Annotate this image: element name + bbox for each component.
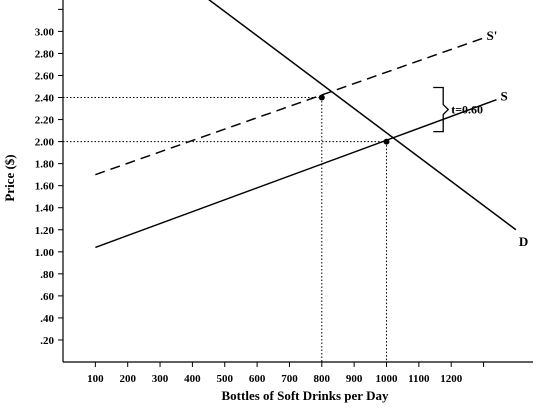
x-tick-label: 900 xyxy=(346,373,363,385)
x-tick-label: 600 xyxy=(249,373,266,385)
y-axis-ticks: .20 .40 .60 .80 1.00 1.20 1.40 1.60 1.80 2.00 2.20… xyxy=(35,8,63,347)
x-tick-label: 400 xyxy=(184,373,201,385)
x-tick-label: 500 xyxy=(217,373,234,385)
demand-curve-label: D xyxy=(519,234,528,249)
y-tick-label: .60 xyxy=(40,291,54,303)
demand-curve xyxy=(208,0,517,231)
equilibrium-point xyxy=(383,138,390,145)
supply-curve-label: S xyxy=(500,89,507,104)
x-tick-label: 100 xyxy=(87,373,104,385)
y-tick-label: 2.00 xyxy=(35,137,55,149)
y-tick-label: .20 xyxy=(40,335,54,347)
y-tick-label: 2.60 xyxy=(35,70,55,82)
x-axis-ticks: 100 200 300 400 500 600 700 800 900 1000 1100 1200 xyxy=(87,362,485,385)
axes xyxy=(62,0,533,363)
curves: S S' D xyxy=(95,0,528,249)
tax-bracket xyxy=(433,86,450,133)
y-tick-label: 1.60 xyxy=(35,181,55,193)
x-tick-label: 200 xyxy=(119,373,136,385)
y-tick-label: .80 xyxy=(40,269,54,281)
tax-annotation: t=0.60 xyxy=(433,86,483,133)
x-tick-label: 700 xyxy=(281,373,298,385)
x-axis-title: Bottles of Soft Drinks per Day xyxy=(222,388,389,403)
supply-curve-shifted xyxy=(95,37,484,176)
y-tick-label: 3.00 xyxy=(35,26,55,38)
y-tick-label: .40 xyxy=(40,313,54,325)
y-tick-label: 1.80 xyxy=(35,159,55,171)
y-tick-label: 2.20 xyxy=(35,115,55,127)
x-tick-label: 300 xyxy=(152,373,169,385)
supply-curve-shifted-label: S' xyxy=(487,28,498,43)
equilibrium-point xyxy=(318,94,325,101)
y-tick-label: 2.40 xyxy=(35,93,55,105)
y-axis-title: Price ($) xyxy=(2,154,17,201)
equilibrium-points xyxy=(318,94,390,145)
supply-curve xyxy=(95,99,497,249)
y-tick-label: 1.40 xyxy=(35,203,55,215)
x-tick-label: 1100 xyxy=(408,373,430,385)
y-tick-label: 2.80 xyxy=(35,48,55,60)
tax-label: t=0.60 xyxy=(451,103,483,117)
reference-lines xyxy=(63,97,387,362)
y-tick-label: 1.00 xyxy=(35,247,55,259)
x-tick-label: 1200 xyxy=(440,373,463,385)
x-tick-label: 1000 xyxy=(376,373,399,385)
x-tick-label: 800 xyxy=(314,373,331,385)
y-tick-label: 1.20 xyxy=(35,225,55,237)
